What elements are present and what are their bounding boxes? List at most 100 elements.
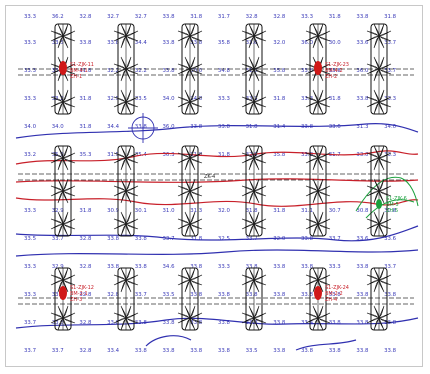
elevation-label: 33.3 bbox=[301, 96, 313, 102]
elevation-label: 33.8 bbox=[218, 292, 231, 298]
contour-lines bbox=[15, 123, 419, 351]
elevation-label: 33.3 bbox=[24, 96, 36, 102]
elevation-label: 33.7 bbox=[384, 68, 396, 74]
elevation-label: 33.8 bbox=[246, 292, 259, 298]
elevation-label: 30.0 bbox=[329, 40, 342, 46]
pile-structure bbox=[366, 267, 392, 331]
elevation-label: 36.0 bbox=[356, 68, 369, 74]
tag-line: ZH-2 bbox=[325, 74, 337, 80]
elevation-label: 31.7 bbox=[218, 14, 230, 20]
elevation-label: 32.2 bbox=[107, 68, 119, 74]
red-marker bbox=[314, 61, 322, 75]
highlight-lines bbox=[355, 176, 419, 219]
elevation-label: 33.8 bbox=[301, 152, 314, 158]
elevation-label: 32.7 bbox=[107, 14, 119, 20]
elevation-label: 34.0 bbox=[52, 124, 65, 130]
green-tag-mid-right: S1-ZJK-6 BM-5 ZH-5 bbox=[386, 196, 407, 214]
axis-lines bbox=[18, 68, 414, 305]
red-tag-top-right: S1-ZJK-23 BM-4-2 ZH-2 bbox=[325, 62, 349, 80]
elevation-label: 33.3 bbox=[384, 96, 396, 102]
elevation-label: 33.8 bbox=[107, 236, 120, 242]
elevation-label: 32.9 bbox=[52, 208, 65, 214]
elevation-label: 32.8 bbox=[79, 320, 92, 326]
elevation-label: 33.7 bbox=[384, 40, 396, 46]
contour-line bbox=[15, 123, 419, 139]
elevation-label: 30.7 bbox=[329, 208, 341, 214]
elevation-label: 31.8 bbox=[384, 14, 397, 20]
elevation-label: 33.5 bbox=[246, 348, 258, 354]
elevation-label: 33.8 bbox=[107, 40, 120, 46]
elevation-label: 30.1 bbox=[135, 208, 147, 214]
tag-mid-black: ZK-4 bbox=[204, 174, 215, 180]
elevation-label: 33.8 bbox=[163, 14, 176, 20]
red-marker bbox=[59, 61, 67, 75]
elevation-label: 31.8 bbox=[218, 152, 231, 158]
elevation-label: 33.7 bbox=[24, 348, 36, 354]
profile-line bbox=[15, 197, 419, 207]
pile-structure bbox=[241, 145, 267, 237]
pile-structure bbox=[305, 267, 331, 331]
elevation-labels: 33.3 36.2 32.8 32.7 32.7 33.8 31.8 31.7 32.8 32.8… bbox=[24, 14, 397, 354]
elevation-label: 33.3 bbox=[24, 14, 36, 20]
elevation-label: 31.8 bbox=[246, 124, 259, 130]
elevation-label: 33.7 bbox=[135, 292, 147, 298]
elevation-label: 33.5 bbox=[52, 40, 64, 46]
elevation-label: 30.0 bbox=[190, 68, 203, 74]
elevation-label: 33.8 bbox=[329, 348, 342, 354]
highlight-line bbox=[365, 199, 415, 219]
elevation-label: 32.5 bbox=[107, 96, 119, 102]
elevation-label: 33.5 bbox=[135, 96, 147, 102]
elevation-label: 33.8 bbox=[301, 292, 314, 298]
elevation-label: 31.8 bbox=[246, 68, 259, 74]
tag-line: BM-4-1 bbox=[70, 68, 88, 74]
tag-line: S1-ZJK-6 bbox=[386, 196, 407, 202]
elevation-label: 32.8 bbox=[79, 348, 92, 354]
elevation-label: 32.8 bbox=[79, 264, 92, 270]
elevation-label: 31.8 bbox=[190, 236, 203, 242]
elevation-label: 32.2 bbox=[135, 68, 147, 74]
elevation-label: 31.8 bbox=[79, 124, 92, 130]
elevation-label: 32.7 bbox=[135, 14, 147, 20]
elevation-label: 33.7 bbox=[24, 320, 36, 326]
elevation-label: 33.0 bbox=[52, 292, 65, 298]
elevation-label: 33.8 bbox=[384, 348, 397, 354]
elevation-label: 33.0 bbox=[356, 152, 369, 158]
elevation-label: 33.7 bbox=[163, 236, 175, 242]
tag-line: ZH-1 bbox=[70, 74, 82, 80]
elevation-label: 33.3 bbox=[24, 40, 36, 46]
elevation-label: 32.8 bbox=[79, 14, 92, 20]
site-plan-drawing: 33.3 36.2 32.8 32.7 32.7 33.8 31.8 31.7 32.8 32.8… bbox=[15, 14, 419, 354]
pile-structure bbox=[177, 267, 203, 331]
highlight-line bbox=[355, 176, 419, 212]
elevation-label: 33.4 bbox=[301, 320, 314, 326]
pile-structure bbox=[177, 23, 203, 115]
elevation-label: 31.8 bbox=[79, 68, 92, 74]
elevation-label: 33.8 bbox=[163, 40, 176, 46]
elevation-label: 33.8 bbox=[356, 320, 369, 326]
elevation-label: 33.8 bbox=[356, 348, 369, 354]
elevation-label: 31.4 bbox=[273, 124, 286, 130]
elevation-label: 33.6 bbox=[246, 40, 259, 46]
elevation-label: 35.3 bbox=[79, 152, 91, 158]
elevation-label: 31.8 bbox=[329, 14, 342, 20]
elevation-label: 33.8 bbox=[190, 40, 203, 46]
tag-line: S1-ZJK-23 bbox=[325, 62, 349, 68]
elevation-label: 33.4 bbox=[107, 348, 120, 354]
elevation-label: 31.8 bbox=[273, 208, 286, 214]
contour-line bbox=[15, 317, 419, 329]
elevation-label: 33.8 bbox=[273, 264, 286, 270]
elevation-label: 32.9 bbox=[52, 264, 65, 270]
elevation-label: 31.8 bbox=[329, 96, 342, 102]
elevation-label: 33.8 bbox=[329, 292, 342, 298]
tag-line: BM-2-2 bbox=[325, 291, 343, 297]
elevation-label: 32.5 bbox=[218, 236, 230, 242]
tag-line: S1-ZJK-24 bbox=[325, 285, 349, 291]
elevation-label: 33.7 bbox=[384, 264, 396, 270]
elevation-label: 35.8 bbox=[218, 40, 231, 46]
elevation-label: 33.8 bbox=[190, 348, 203, 354]
elevation-label: 33.6 bbox=[329, 124, 342, 130]
elevation-label: 33.8 bbox=[246, 264, 259, 270]
elevation-label: 32.8 bbox=[246, 14, 259, 20]
elevation-label: 33.8 bbox=[135, 348, 148, 354]
elevation-label: 34.0 bbox=[384, 124, 397, 130]
